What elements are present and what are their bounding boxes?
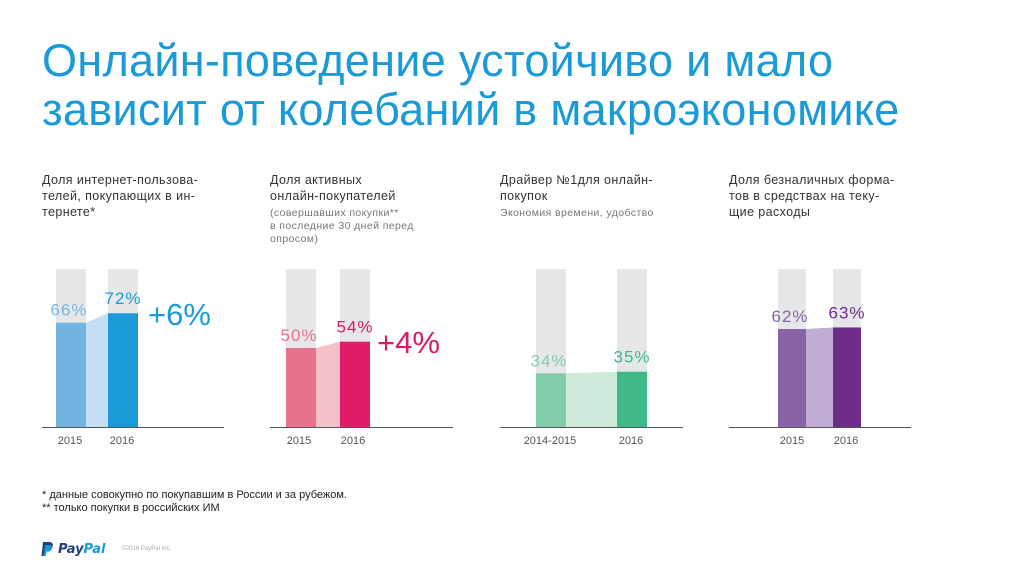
panel-4-label-line-2: тов в средствах на теку- [729, 189, 880, 203]
panel-2-sublabel-line-3: опросом) [270, 233, 319, 245]
chart-2-bar-2015 [286, 348, 316, 427]
panel-3-sublabel-line-1: Экономия времени, удобство [500, 207, 654, 219]
chart-2-value-label-1: 50% [280, 326, 317, 345]
chart-3-tick-label-1: 2014-2015 [524, 435, 577, 447]
chart-3-value-label-2: 35% [613, 348, 650, 367]
chart-2-value-label-2: 54% [336, 318, 373, 337]
chart-4-bar-2016 [833, 327, 861, 427]
paypal-wordmark: PayPal [58, 541, 106, 557]
chart-4-tick-label-2: 2016 [834, 435, 858, 447]
panel-2-sublabel-line-2: в последние 30 дней перед [270, 220, 414, 232]
chart-3-value-label-1: 34% [530, 351, 567, 370]
chart-2-delta-label: +4% [377, 325, 440, 360]
panel-2-sublabel-line-1: (совершавших покупки** [270, 207, 399, 219]
slide-title-line-1: Онлайн-поведение устойчиво и мало [42, 35, 834, 86]
panel-1-label-line-1: Доля интернет-пользова- [42, 173, 199, 187]
footnote-2: ** только покупки в российских ИМ [42, 502, 220, 514]
chart-1-connector [86, 313, 108, 427]
chart-2-tick-label-1: 2015 [287, 435, 311, 447]
chart-2-connector [316, 341, 340, 427]
chart-1-value-label-2: 72% [104, 289, 141, 308]
chart-4-value-label-1: 62% [771, 307, 808, 326]
panel-4-label-line-3: щие расходы [729, 205, 811, 219]
chart-1-value-label-1: 66% [50, 301, 87, 320]
panel-4-label: Доля безналичных форма- тов в средствах … [729, 172, 929, 220]
chart-4-tick-label-1: 2015 [780, 435, 804, 447]
panel-4-label-line-1: Доля безналичных форма- [729, 173, 895, 187]
panel-1-label: Доля интернет-пользова- телей, покупающи… [42, 172, 232, 220]
panel-3-label-line-2: покупок [500, 189, 548, 203]
panel-2-sublabel: (совершавших покупки** в последние 30 дн… [270, 207, 470, 246]
panel-3-label: Драйвер №1для онлайн- покупок Экономия в… [500, 172, 700, 220]
chart-2-tick-label-2: 2016 [341, 435, 365, 447]
panel-2-label-line-2: онлайн-покупателей [270, 189, 396, 203]
chart-1-bar-2016 [108, 313, 138, 427]
chart-1-delta-label: +6% [148, 297, 211, 332]
chart-3-bar-2014-2015 [536, 373, 566, 427]
chart-3-connector [566, 371, 617, 427]
chart-4-value-label-2: 63% [828, 303, 865, 322]
slide-title-line-2: зависит от колебаний в макроэкономике [42, 84, 900, 135]
panel-1-label-line-2: телей, покупающих в ин- [42, 189, 196, 203]
paypal-p-icon [41, 542, 53, 556]
paypal-logo: PayPal ©2016 PayPal Inc. [40, 541, 171, 557]
panel-2-label: Доля активных онлайн-покупателей (соверш… [270, 172, 470, 246]
chart-1-tick-label-1: 2015 [58, 435, 82, 447]
panel-3-label-line-1: Драйвер №1для онлайн- [500, 173, 653, 187]
panel-1-label-line-3: тернете* [42, 205, 96, 219]
footnote-1: * данные совокупно по покупавшим в Росси… [42, 489, 347, 501]
footnotes: * данные совокупно по покупавшим в Росси… [42, 489, 347, 515]
chart-3-tick-label-2: 2016 [619, 435, 643, 447]
chart-2-bar-2016 [340, 341, 370, 427]
copyright-text: ©2016 PayPal Inc. [121, 546, 172, 552]
panel-3-sublabel: Экономия времени, удобство [500, 207, 700, 220]
chart-4-bar-2015 [778, 329, 806, 427]
chart-1-bar-2015 [56, 322, 86, 427]
chart-3-bar-2016 [617, 371, 647, 427]
chart-4-connector [806, 327, 833, 427]
panel-2-label-line-1: Доля активных [270, 173, 363, 187]
chart-1-tick-label-2: 2016 [110, 435, 134, 447]
slide-title: Онлайн-поведение устойчиво и мало зависи… [42, 36, 1012, 134]
